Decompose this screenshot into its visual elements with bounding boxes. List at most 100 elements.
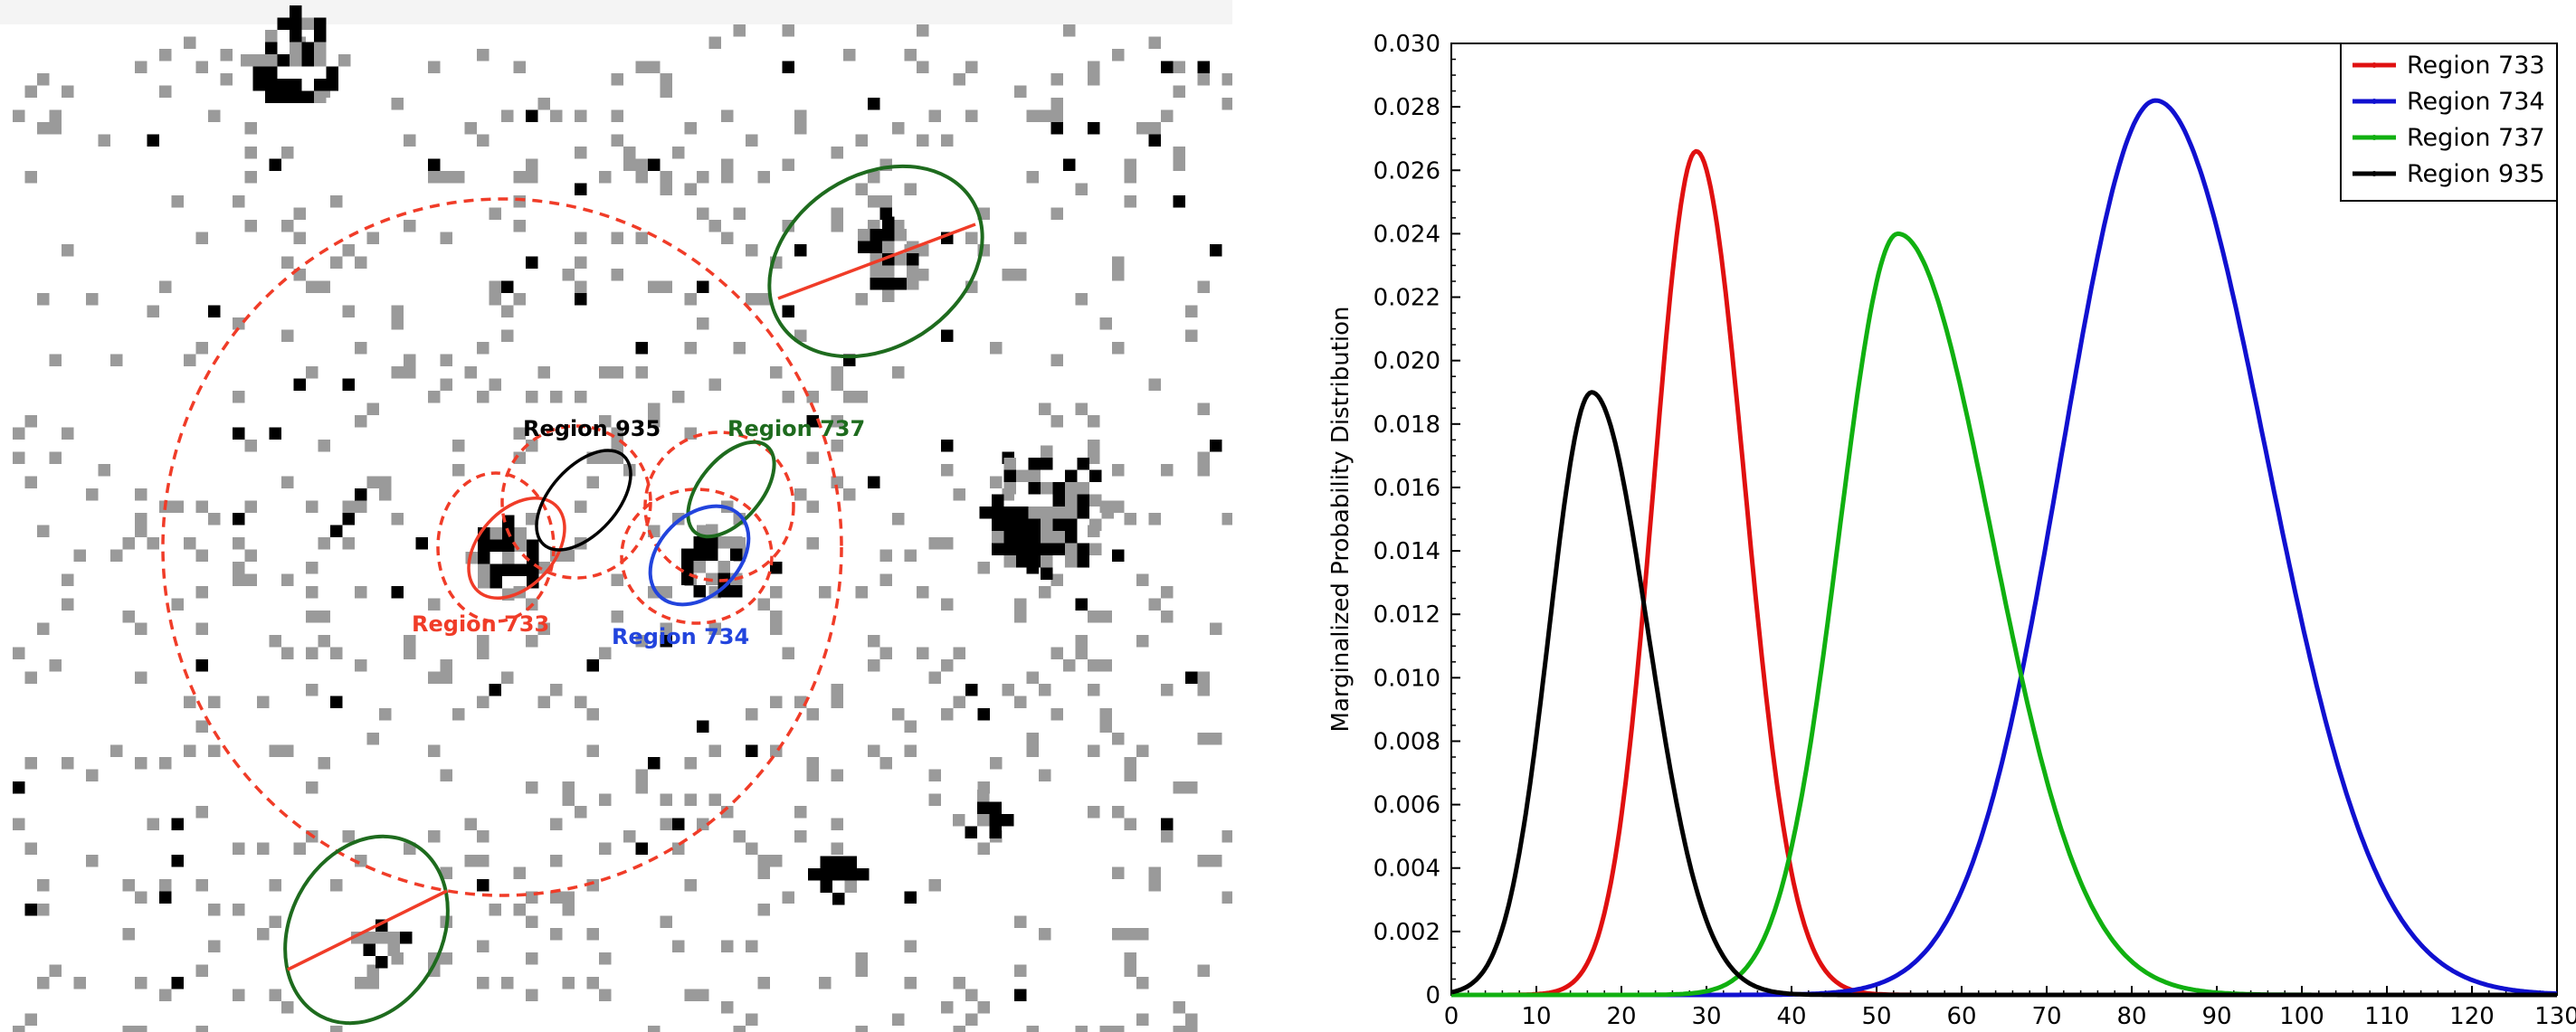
- sky-pixel: [977, 842, 990, 855]
- sky-pixel: [868, 744, 880, 757]
- red-line-bottom-left: [287, 889, 448, 971]
- sky-pixel: [992, 518, 1004, 531]
- sky-pixel: [1112, 733, 1125, 745]
- sky-pixel: [244, 440, 257, 452]
- sky-pixel: [526, 915, 538, 928]
- sky-pixel: [73, 977, 86, 989]
- series-line-0: [1450, 148, 2558, 998]
- sky-pixel: [195, 720, 208, 733]
- sky-pixel: [1136, 744, 1149, 757]
- sky-pixel: [37, 525, 50, 537]
- sky-pixel: [832, 893, 845, 905]
- sky-pixel: [550, 891, 563, 904]
- sky-pixel: [1099, 1026, 1112, 1032]
- sky-pixel: [159, 85, 172, 98]
- sky-pixel: [122, 611, 135, 623]
- sky-pixel: [404, 354, 416, 366]
- sky-pixel: [746, 134, 758, 147]
- sky-pixel: [24, 85, 37, 98]
- sky-pixel: [62, 573, 74, 586]
- sky-pixel: [611, 232, 623, 244]
- sky-pixel: [575, 696, 587, 708]
- sky-pixel: [806, 708, 819, 721]
- sky-pixel: [1028, 531, 1041, 544]
- series-line-1: [1450, 98, 2558, 998]
- sky-pixel: [342, 830, 355, 843]
- sky-pixel: [244, 549, 257, 562]
- sky-pixel: [1077, 482, 1089, 495]
- sky-pixel: [660, 85, 672, 98]
- sky-pixel: [391, 305, 404, 317]
- sky-pixel: [904, 720, 917, 733]
- sky-pixel: [1124, 171, 1136, 184]
- sky-pixel: [1028, 507, 1041, 519]
- x-tick-label: 20: [1606, 1003, 1636, 1030]
- sky-pixel: [440, 171, 452, 184]
- sky-pixel: [1148, 122, 1161, 135]
- sky-pixel: [1003, 482, 1016, 495]
- sky-pixel: [62, 757, 74, 770]
- sky-pixel: [1099, 720, 1112, 733]
- sky-pixel: [477, 977, 490, 989]
- sky-pixel: [326, 66, 338, 79]
- sky-pixel: [660, 915, 672, 928]
- sky-pixel: [794, 109, 807, 122]
- dashed-circle-733: [436, 471, 556, 623]
- sky-pixel: [782, 158, 794, 171]
- sky-pixel: [1173, 85, 1185, 98]
- sky-pixel: [965, 826, 977, 838]
- sky-pixel: [977, 1001, 990, 1014]
- sky-pixel: [1124, 952, 1136, 965]
- sky-pixel: [513, 427, 526, 440]
- sky-pixel: [1161, 684, 1174, 696]
- green-ellipse-bottom-left: [283, 834, 450, 1026]
- sky-pixel: [477, 134, 490, 147]
- sky-pixel: [941, 659, 954, 672]
- sky-pixel: [843, 488, 856, 501]
- x-tick-label: 120: [2449, 1003, 2495, 1030]
- sky-pixel: [428, 744, 441, 757]
- sky-pixel: [1124, 818, 1136, 830]
- sky-pixel: [989, 801, 1002, 814]
- legend-label-2: Region 737: [2407, 124, 2545, 152]
- sky-pixel: [265, 42, 278, 54]
- sky-pixel: [73, 549, 86, 562]
- sky-pixel: [537, 366, 550, 379]
- sky-pixel: [513, 171, 526, 184]
- sky-pixel: [135, 622, 147, 635]
- sky-pixel: [831, 378, 843, 391]
- sky-pixel: [575, 256, 587, 269]
- sky-pixel: [257, 696, 270, 708]
- sky-pixel: [550, 855, 563, 867]
- sky-pixel: [990, 757, 1003, 770]
- sky-pixel: [770, 696, 783, 708]
- sky-pixel: [904, 891, 917, 904]
- sky-pixel: [611, 611, 623, 623]
- sky-pixel: [490, 527, 502, 540]
- sky-pixel: [953, 696, 965, 708]
- sky-pixel: [1075, 1026, 1088, 1032]
- sky-pixel: [195, 1026, 208, 1032]
- sky-pixel: [1124, 195, 1136, 208]
- sky-pixel: [868, 98, 880, 110]
- sky-pixel: [13, 647, 25, 659]
- sky-pixel: [1003, 458, 1016, 470]
- sky-pixel: [159, 891, 172, 904]
- sky-pixel: [306, 611, 318, 623]
- sky-pixel: [1016, 543, 1029, 555]
- sky-pixel: [233, 842, 245, 855]
- sky-pixel: [306, 280, 318, 293]
- sky-pixel: [281, 256, 294, 269]
- sky-pixel: [24, 171, 37, 184]
- sky-pixel: [1088, 61, 1100, 73]
- sky-pixel: [681, 561, 694, 573]
- sky-pixel: [477, 855, 490, 867]
- sky-pixel: [1050, 573, 1063, 586]
- sky-pixel: [1221, 891, 1232, 904]
- sky-pixel: [195, 500, 208, 513]
- sky-pixel: [917, 647, 929, 659]
- sky-pixel: [1016, 507, 1029, 519]
- sky-pixel: [693, 548, 706, 561]
- sky-pixel: [1173, 61, 1185, 73]
- sky-pixel: [290, 42, 302, 54]
